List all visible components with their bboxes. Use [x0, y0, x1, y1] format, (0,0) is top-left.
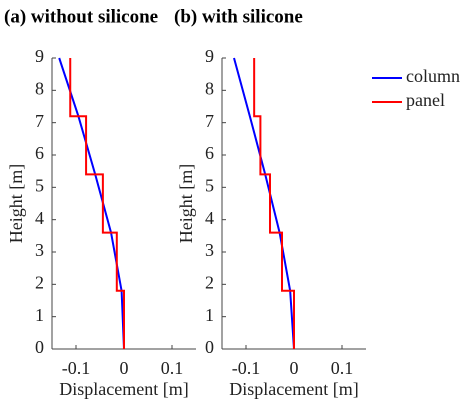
y-tick-label: 2 — [205, 272, 214, 292]
x-axis-label: Displacement [m] — [229, 379, 358, 399]
y-tick-label: 5 — [35, 175, 44, 195]
x-tick-label: 0 — [290, 358, 299, 378]
y-tick-label: 0 — [205, 337, 214, 357]
y-axis-label: Height [m] — [176, 164, 196, 243]
y-tick-label: 7 — [205, 111, 214, 131]
legend-label: column — [406, 66, 460, 86]
y-tick-label: 5 — [205, 175, 214, 195]
y-tick-label: 1 — [35, 305, 44, 325]
y-tick-label: 4 — [35, 208, 44, 228]
series-line — [58, 57, 125, 350]
y-axis-label: Height [m] — [6, 164, 26, 243]
y-tick-label: 3 — [205, 240, 214, 260]
x-axis-label: Displacement [m] — [59, 379, 188, 399]
series-line — [253, 58, 295, 349]
chart-title: (b) with silicone — [174, 6, 303, 27]
y-tick-label: 9 — [205, 46, 214, 66]
y-tick-label: 2 — [35, 272, 44, 292]
y-tick-label: 0 — [35, 337, 44, 357]
chart-title: (a) without silicone — [4, 6, 158, 27]
x-tick-label: 0 — [120, 358, 129, 378]
y-tick-label: 9 — [35, 46, 44, 66]
y-tick-label: 6 — [35, 143, 44, 163]
series-line — [233, 57, 295, 350]
y-tick-label: 3 — [35, 240, 44, 260]
y-tick-label: 8 — [205, 78, 214, 98]
y-tick-label: 4 — [205, 208, 214, 228]
y-tick-label: 8 — [35, 78, 44, 98]
series-line — [69, 58, 125, 349]
y-tick-label: 6 — [205, 143, 214, 163]
y-tick-label: 7 — [35, 111, 44, 131]
x-tick-label: 0.1 — [161, 358, 184, 378]
x-tick-label: -0.1 — [232, 358, 261, 378]
legend-label: panel — [406, 90, 445, 110]
x-tick-label: 0.1 — [331, 358, 354, 378]
x-tick-label: -0.1 — [62, 358, 91, 378]
y-tick-label: 1 — [205, 305, 214, 325]
